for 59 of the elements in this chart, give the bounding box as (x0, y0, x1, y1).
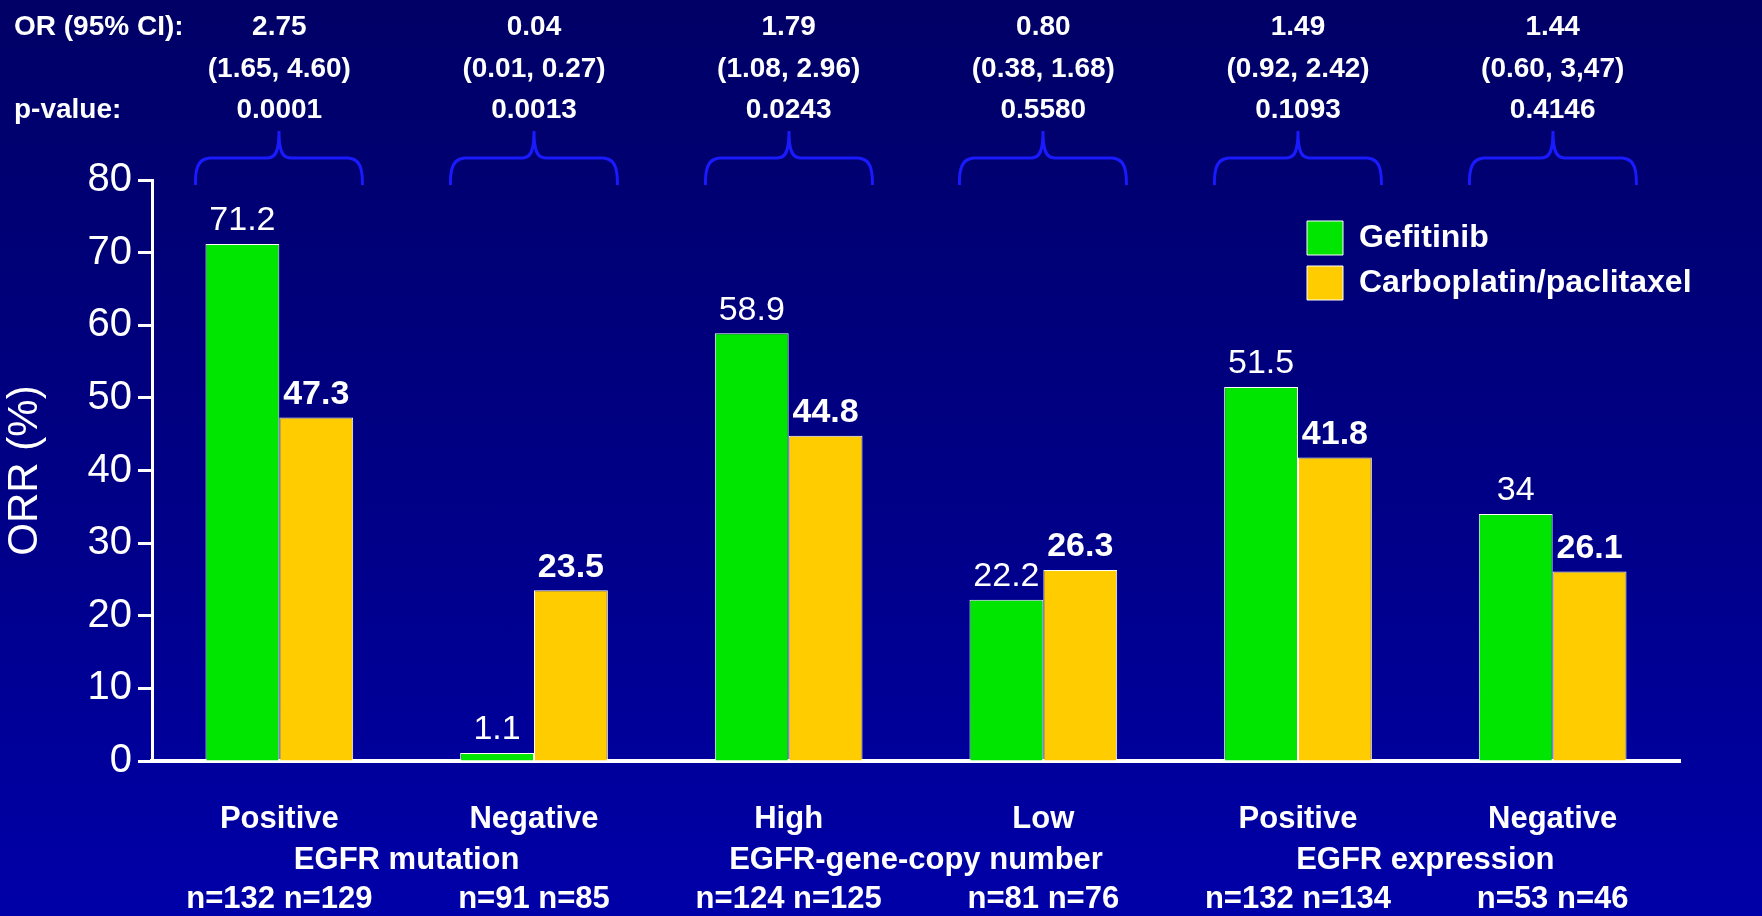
text: 1.49 (1270, 9, 1326, 41)
text: 2.75 (252, 9, 307, 41)
data-label: 71.2 (209, 199, 276, 238)
text: EGFR mutation (293, 840, 520, 876)
data-label: 23.5 (537, 545, 605, 584)
text: 0.1093 (1255, 92, 1341, 124)
text: 0.0013 (491, 92, 577, 124)
x-tick-label: Negative (469, 800, 599, 836)
x-tick-label: Low (1012, 800, 1076, 836)
text: p-value: (14, 92, 122, 124)
data-label: 1.1 (473, 708, 521, 747)
text: (0.92, 2.42) (1226, 51, 1370, 83)
y-tick-label: 50 (87, 372, 132, 417)
y-tick-label: 80 (87, 155, 132, 200)
text: n=132 n=129 (186, 879, 373, 915)
text: (0.01, 0.27) (462, 51, 606, 83)
text: n=124 n=125 (695, 879, 882, 915)
text: (0.38, 1.68) (971, 51, 1115, 83)
y-tick-label: 10 (87, 663, 132, 708)
text: EGFR-gene-copy number (729, 840, 1103, 876)
text: 0.0243 (745, 92, 832, 124)
text: (1.65, 4.60) (207, 51, 351, 83)
y-tick-label: 20 (87, 590, 132, 635)
text: OR (95% CI): (14, 9, 184, 41)
data-label: 22.2 (973, 555, 1040, 594)
text: 1.44 (1525, 9, 1581, 41)
text: 0.0001 (236, 92, 323, 124)
text: n=81 n=76 (967, 879, 1120, 915)
data-label: 26.1 (1556, 526, 1623, 565)
y-tick-label: 40 (87, 445, 132, 490)
data-label: 34 (1496, 469, 1535, 508)
text: EGFR expression (1296, 840, 1555, 876)
text: (1.08, 2.96) (717, 51, 861, 83)
text: 0.80 (1016, 9, 1071, 41)
text: 0.4146 (1509, 92, 1596, 124)
x-tick-label: High (754, 800, 824, 836)
data-label: 58.9 (718, 288, 785, 327)
text: 0.5580 (1000, 92, 1087, 124)
x-tick-label: Positive (219, 800, 339, 836)
text: 0.04 (506, 9, 562, 41)
y-tick-label: 60 (87, 300, 132, 345)
data-label: 47.3 (283, 372, 350, 411)
y-axis-title: ORR (%) (0, 385, 46, 556)
x-tick-label: Positive (1238, 800, 1358, 836)
text: n=91 n=85 (458, 879, 610, 915)
data-label: 51.5 (1227, 342, 1295, 381)
y-tick-label: 0 (109, 736, 132, 781)
text: (0.60, 3,47) (1481, 51, 1625, 83)
legend-label: Carboplatin/paclitaxel (1359, 262, 1692, 299)
text: 1.79 (761, 9, 816, 41)
data-label: 44.8 (792, 391, 859, 430)
y-tick-label: 30 (87, 518, 132, 563)
text: n=53 n=46 (1476, 879, 1629, 915)
data-label: 26.3 (1047, 525, 1114, 564)
legend-label: Gefitinib (1359, 217, 1489, 254)
data-label: 41.8 (1301, 412, 1369, 451)
text: n=132 n=134 (1204, 879, 1392, 915)
y-tick-label: 70 (87, 227, 132, 272)
x-tick-label: Negative (1488, 800, 1618, 836)
